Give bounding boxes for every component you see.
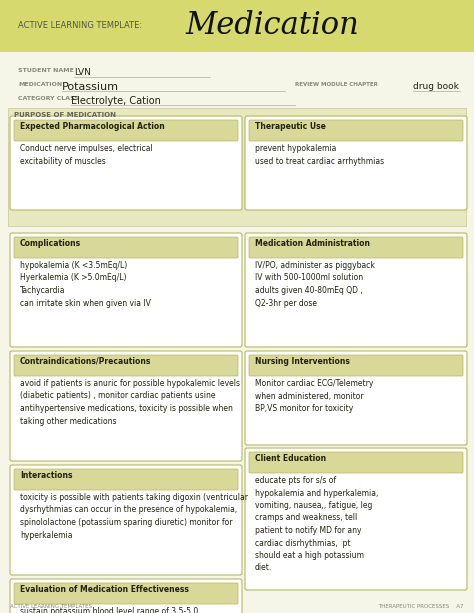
FancyBboxPatch shape: [10, 579, 242, 613]
FancyBboxPatch shape: [10, 465, 242, 575]
Text: Client Education: Client Education: [255, 454, 326, 463]
Bar: [0, 0, 474, 52]
FancyBboxPatch shape: [14, 355, 238, 376]
FancyBboxPatch shape: [249, 120, 463, 141]
FancyBboxPatch shape: [245, 351, 467, 445]
Text: Medication: Medication: [185, 9, 359, 40]
Text: Therapeutic Use: Therapeutic Use: [255, 122, 326, 131]
Text: toxicity is possible with patients taking digoxin (ventricular
dysrhythmias can : toxicity is possible with patients takin…: [20, 493, 248, 539]
FancyBboxPatch shape: [10, 233, 242, 347]
Text: Evaluation of Medication Effectiveness: Evaluation of Medication Effectiveness: [20, 585, 189, 594]
Text: THERAPEUTIC PROCESSES    A7: THERAPEUTIC PROCESSES A7: [379, 604, 464, 609]
Text: prevent hypokalemia
used to treat cardiac arrhythmias: prevent hypokalemia used to treat cardia…: [255, 144, 384, 166]
FancyBboxPatch shape: [14, 237, 238, 258]
Text: Potassium: Potassium: [62, 82, 119, 92]
FancyBboxPatch shape: [10, 116, 242, 210]
FancyBboxPatch shape: [249, 452, 463, 473]
FancyBboxPatch shape: [245, 116, 467, 210]
Text: Contraindications/Precautions: Contraindications/Precautions: [20, 357, 151, 366]
Text: Interactions: Interactions: [20, 471, 73, 480]
Text: Medication Administration: Medication Administration: [255, 239, 370, 248]
FancyBboxPatch shape: [245, 233, 467, 347]
Text: PURPOSE OF MEDICATION: PURPOSE OF MEDICATION: [14, 112, 116, 118]
Text: Expected Pharmacological Action: Expected Pharmacological Action: [20, 122, 165, 131]
Text: hypokalemia (K <3.5mEq/L)
Hyerkalemia (K >5.0mEq/L)
Tachycardia
can irritate ski: hypokalemia (K <3.5mEq/L) Hyerkalemia (K…: [20, 261, 151, 308]
Text: Nursing Interventions: Nursing Interventions: [255, 357, 350, 366]
Bar: [8, 108, 466, 226]
FancyBboxPatch shape: [245, 448, 467, 590]
Text: educate pts for s/s of
hypokalemia and hyperkalemia,
vomiting, nausea,, fatigue,: educate pts for s/s of hypokalemia and h…: [255, 476, 378, 573]
Text: LVN: LVN: [74, 68, 91, 77]
Text: REVIEW MODULE CHAPTER: REVIEW MODULE CHAPTER: [295, 82, 378, 87]
Text: Complications: Complications: [20, 239, 81, 248]
Text: drug book: drug book: [413, 82, 459, 91]
FancyBboxPatch shape: [14, 583, 238, 604]
Text: sustain potassium blood level range of 3.5-5.0: sustain potassium blood level range of 3…: [20, 607, 198, 613]
FancyBboxPatch shape: [14, 469, 238, 490]
Text: ACTIVE LEARNING TEMPLATE:: ACTIVE LEARNING TEMPLATE:: [18, 21, 142, 31]
Text: STUDENT NAME: STUDENT NAME: [18, 68, 74, 73]
Text: Electrolyte, Cation: Electrolyte, Cation: [71, 96, 161, 106]
FancyBboxPatch shape: [14, 120, 238, 141]
Text: avoid if patients is anuric for possible hypokalemic levels
(diabetic patients) : avoid if patients is anuric for possible…: [20, 379, 240, 425]
FancyBboxPatch shape: [249, 355, 463, 376]
FancyBboxPatch shape: [10, 351, 242, 461]
Text: IV/PO, administer as piggyback
IV with 500-1000ml solution
adults given 40-80mEq: IV/PO, administer as piggyback IV with 5…: [255, 261, 375, 308]
Text: Monitor cardiac ECG/Telemetry
when administered, monitor
BP,VS monitor for toxic: Monitor cardiac ECG/Telemetry when admin…: [255, 379, 374, 413]
Text: ACTIVE LEARNING TEMPLATES: ACTIVE LEARNING TEMPLATES: [10, 604, 92, 609]
Text: Conduct nerve impulses, electrical
excitability of muscles: Conduct nerve impulses, electrical excit…: [20, 144, 153, 166]
Text: MEDICATION: MEDICATION: [18, 82, 62, 87]
FancyBboxPatch shape: [249, 237, 463, 258]
Text: CATEGORY CLASS: CATEGORY CLASS: [18, 96, 79, 101]
